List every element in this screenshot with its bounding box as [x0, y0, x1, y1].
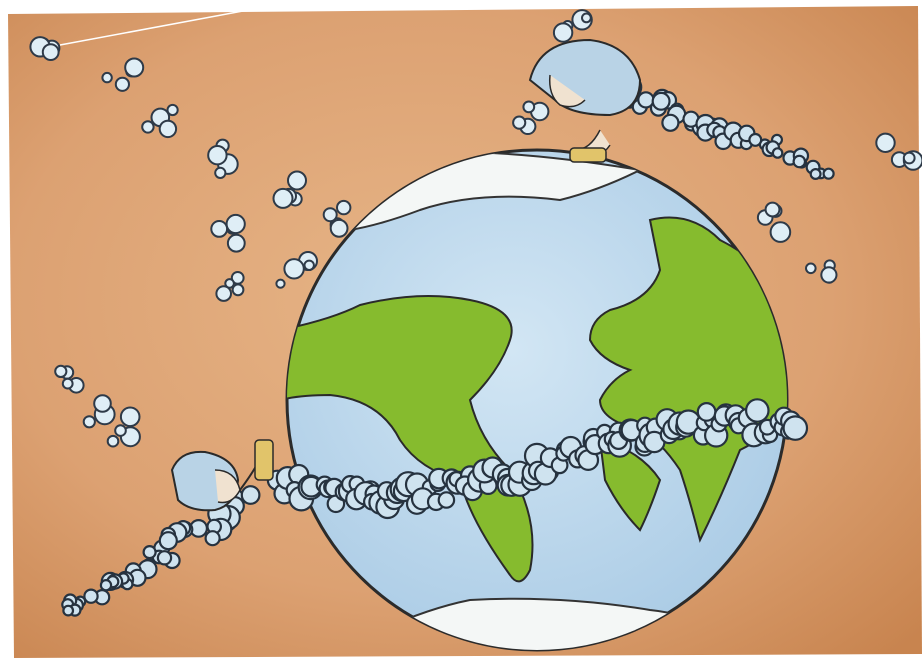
bubble — [581, 12, 592, 24]
bubble — [166, 103, 179, 117]
bubble — [272, 187, 294, 209]
bubble — [275, 278, 286, 289]
figure-bottom — [170, 439, 274, 512]
hand — [254, 439, 274, 481]
bubble — [62, 604, 75, 617]
bubble — [101, 71, 113, 84]
bubble — [875, 132, 896, 154]
bubble — [226, 233, 246, 253]
bubble — [437, 491, 456, 509]
bubble — [744, 398, 770, 423]
bubble — [809, 168, 822, 181]
bubble — [240, 485, 261, 505]
bubble — [158, 119, 178, 139]
bubble — [661, 113, 680, 132]
bubble — [207, 145, 228, 166]
continent-west — [287, 295, 534, 583]
bubble — [83, 588, 99, 604]
bubble — [210, 220, 229, 238]
bubble — [93, 394, 112, 413]
globe — [285, 148, 789, 652]
loose-bubbles — [29, 9, 922, 448]
bubble — [158, 531, 178, 551]
bubble — [156, 550, 173, 566]
bubble — [214, 166, 227, 179]
bubble — [792, 154, 807, 169]
bubble — [283, 258, 305, 280]
bubble — [329, 218, 349, 238]
bubble — [141, 120, 155, 134]
bubble — [336, 199, 352, 216]
bubble — [303, 259, 315, 271]
bubble — [142, 544, 157, 560]
figure-top — [528, 38, 642, 163]
bubble — [651, 91, 671, 111]
bubble — [119, 406, 141, 428]
bubble — [287, 170, 307, 191]
hand — [569, 147, 607, 163]
bubble — [82, 415, 96, 429]
bubble — [54, 364, 68, 378]
bubble — [41, 43, 60, 61]
bubble — [61, 377, 74, 390]
bubble — [114, 424, 127, 437]
bubble — [114, 76, 131, 92]
bubble — [769, 221, 792, 243]
bubble — [696, 402, 717, 422]
bubble-trail — [61, 485, 261, 617]
bubble — [231, 283, 245, 297]
bubble — [512, 115, 527, 130]
bubble — [902, 151, 916, 165]
bubble — [771, 147, 784, 159]
bubble — [764, 201, 781, 218]
continent-south — [598, 438, 662, 532]
bubble — [820, 266, 838, 284]
bubble — [124, 57, 145, 78]
bubble — [322, 207, 338, 223]
bubble — [99, 579, 113, 592]
bubble — [522, 100, 536, 114]
face — [548, 74, 586, 108]
bubble — [225, 213, 246, 235]
bubble — [748, 132, 763, 147]
bubble — [204, 530, 221, 547]
thread — [59, 5, 271, 46]
bubble — [215, 285, 232, 302]
bubble — [782, 415, 809, 441]
bubble — [822, 167, 835, 180]
bubble — [552, 22, 574, 43]
bubble — [224, 278, 235, 289]
bubble — [805, 262, 817, 275]
bubble — [106, 434, 120, 448]
